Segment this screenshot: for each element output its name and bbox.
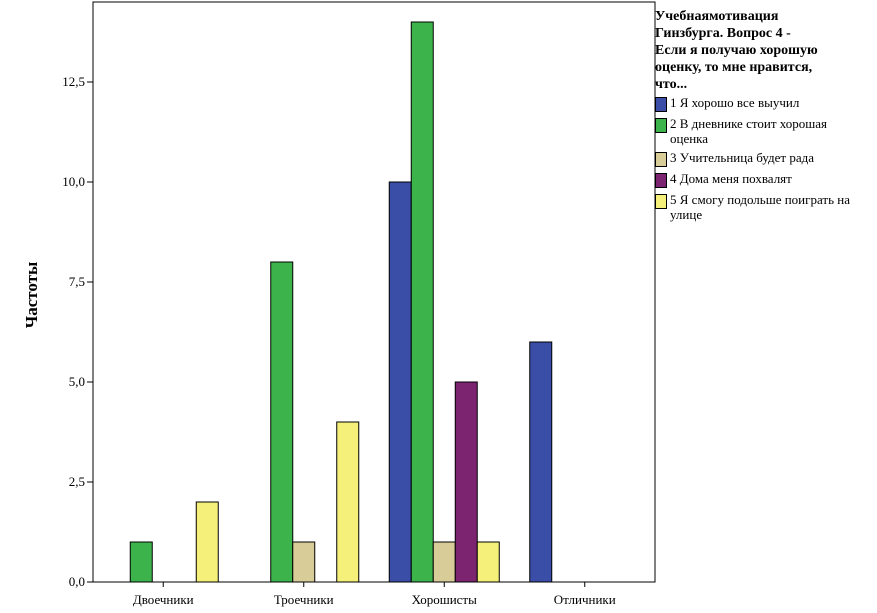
y-axis-label: Частоты xyxy=(22,262,41,329)
y-tick-label: 7,5 xyxy=(69,274,85,289)
bars xyxy=(129,21,553,583)
legend-item: 3 Учительница будет рада xyxy=(655,150,870,167)
legend-swatch xyxy=(655,97,667,112)
legend-swatch xyxy=(655,152,667,167)
legend-item: 1 Я хорошо все выучил xyxy=(655,95,870,112)
bar xyxy=(336,421,360,583)
legend-swatch xyxy=(655,173,667,188)
bar xyxy=(529,341,553,583)
y-tick-label: 2,5 xyxy=(69,474,85,489)
bar xyxy=(432,541,456,583)
legend-label: 4 Дома меня похвалят xyxy=(670,171,792,186)
bar xyxy=(195,501,219,583)
y-tick-label: 10,0 xyxy=(62,174,85,189)
x-tick-label: Двоечники xyxy=(133,592,194,607)
bar xyxy=(410,21,434,583)
bar xyxy=(270,261,294,583)
legend-label: 5 Я смогу подольше поиграть на улице xyxy=(670,192,850,222)
legend-item: 4 Дома меня похвалят xyxy=(655,171,870,188)
plot-area xyxy=(92,1,656,583)
plot-frame xyxy=(92,1,656,583)
bar xyxy=(292,541,316,583)
x-tick-label: Хорошисты xyxy=(412,592,477,607)
legend-swatch xyxy=(655,118,667,133)
y-tick-label: 5,0 xyxy=(69,374,85,389)
legend-items: 1 Я хорошо все выучил 2 В дневнике стоит … xyxy=(655,95,870,222)
bar xyxy=(476,541,500,583)
x-axis: Двоечники Троечники Хорошисты Отличники xyxy=(133,582,616,607)
bar xyxy=(454,381,478,583)
legend-item: 5 Я смогу подольше поиграть на улице xyxy=(655,192,870,222)
x-tick-label: Троечники xyxy=(274,592,334,607)
x-tick-label: Отличники xyxy=(554,592,616,607)
legend-title: Учебнаямотивация Гинзбурга. Вопрос 4 - Е… xyxy=(655,9,818,92)
bar xyxy=(388,181,412,583)
legend-item: 2 В дневнике стоит хорошая оценка xyxy=(655,116,870,146)
legend-label: 3 Учительница будет рада xyxy=(670,150,814,165)
y-tick-label: 0,0 xyxy=(69,574,85,589)
y-tick-label: 12,5 xyxy=(62,74,85,89)
legend: Учебнаямотивация Гинзбурга. Вопрос 4 - Е… xyxy=(655,8,870,226)
legend-label: 1 Я хорошо все выучил xyxy=(670,95,800,110)
legend-label: 2 В дневнике стоит хорошая оценка xyxy=(670,116,828,146)
y-axis: 0,0 2,5 5,0 7,5 10,0 12,5 xyxy=(62,74,93,589)
legend-swatch xyxy=(655,194,667,209)
bar xyxy=(129,541,153,583)
